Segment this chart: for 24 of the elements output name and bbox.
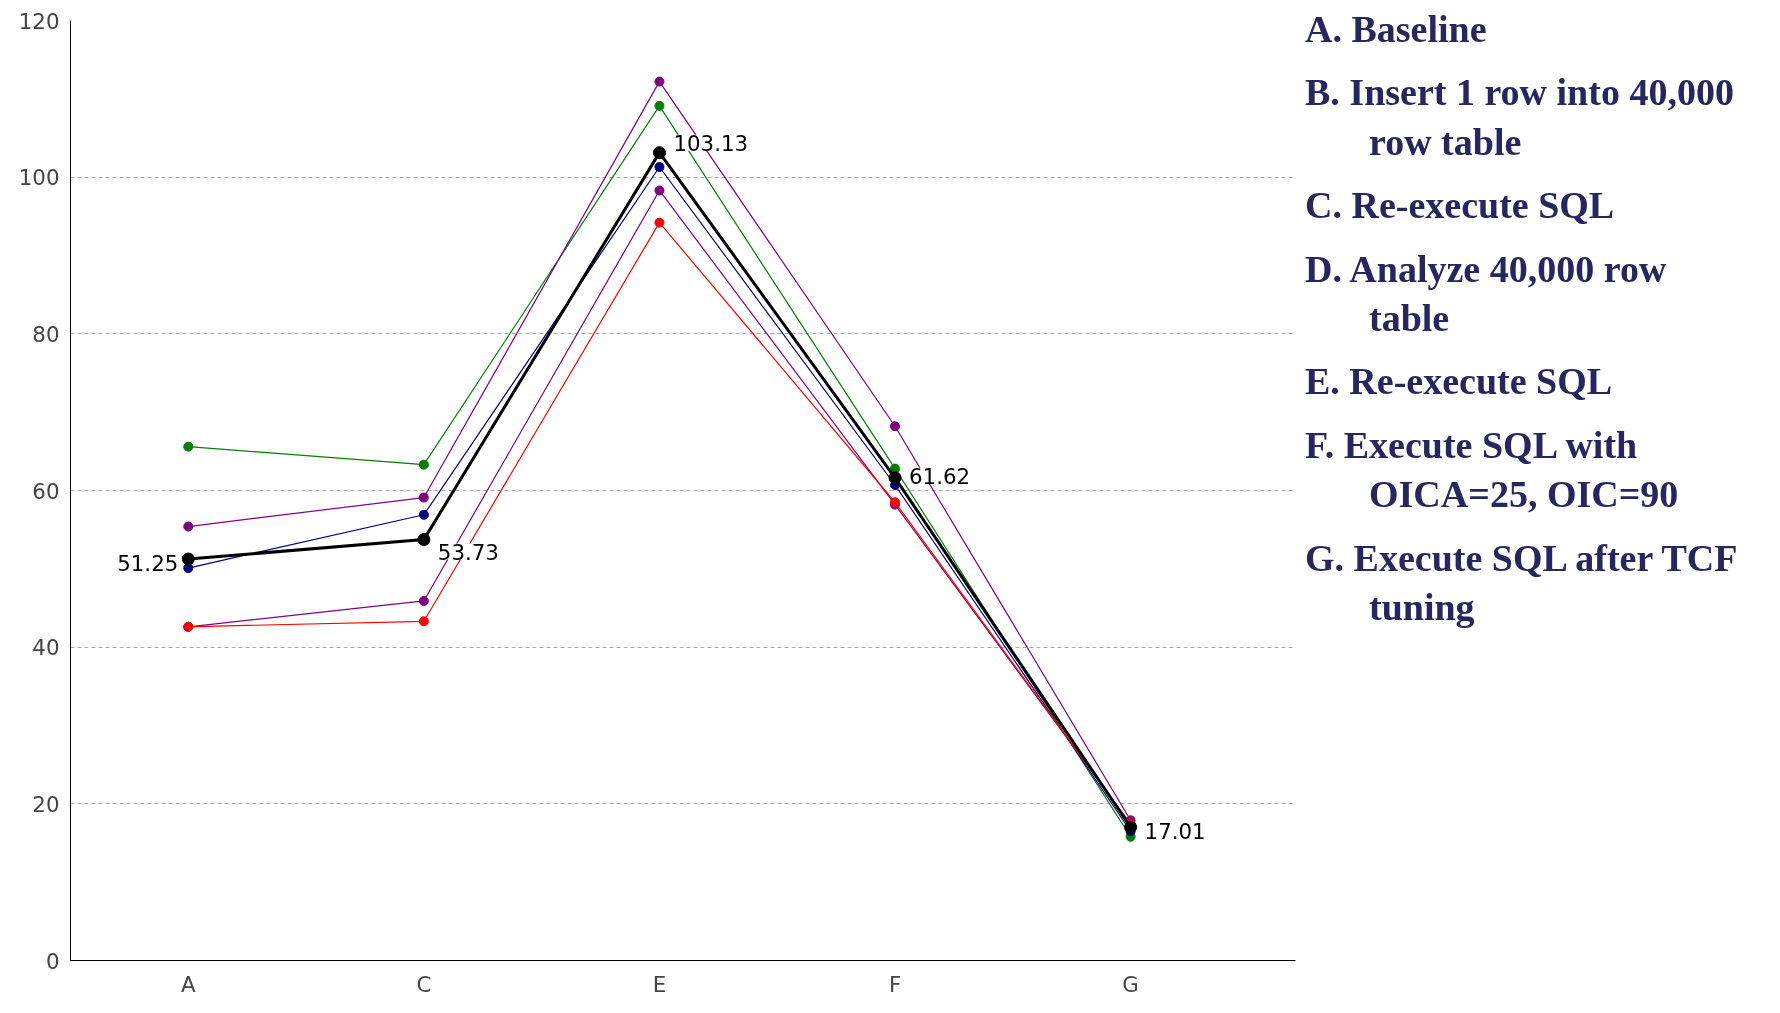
y-tick-label: 100	[18, 165, 60, 191]
text: F. Execute SQL with OICA=25, OIC=90	[1305, 422, 1680, 518]
text: D. Analyze 40,000 row table	[1305, 246, 1668, 341]
y-tick-label: 60	[32, 478, 60, 504]
x-tick-label: G	[1122, 971, 1139, 997]
y-tick-label: 40	[32, 635, 60, 661]
x-tick-label: A	[180, 971, 196, 997]
text: A. Baseline	[1305, 7, 1488, 52]
data-label: 51.25	[117, 551, 179, 577]
y-tick-label: 20	[32, 791, 60, 817]
data-label: 61.62	[909, 463, 971, 489]
data-label: 17.01	[1144, 819, 1206, 845]
y-tick-label: 120	[18, 8, 60, 34]
x-tick-label: E	[652, 971, 667, 997]
text: B. Insert 1 row into 40,000 row table	[1305, 70, 1735, 165]
text: G. Execute SQL after TCF tuning	[1305, 535, 1737, 630]
text: C. Re-execute SQL	[1305, 183, 1616, 229]
y-tick-label: 0	[45, 948, 60, 974]
text: E. Re-execute SQL	[1305, 359, 1614, 405]
data-label: 53.73	[437, 539, 499, 565]
x-tick-label: C	[416, 971, 432, 997]
x-tick-label: F	[888, 971, 902, 997]
data-label: 103.13	[673, 130, 749, 156]
y-tick-label: 80	[32, 321, 60, 347]
